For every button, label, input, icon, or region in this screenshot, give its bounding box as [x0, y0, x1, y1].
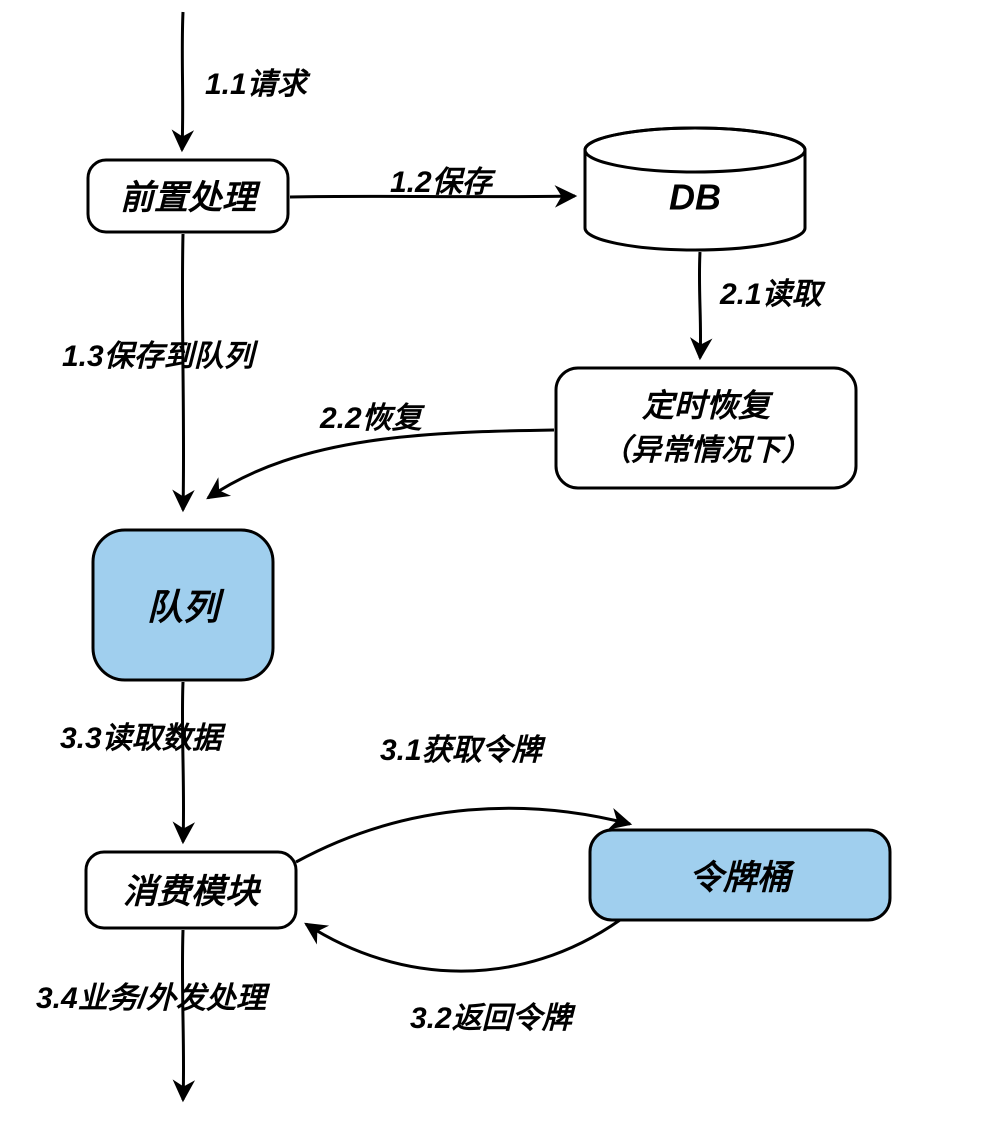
node-recover-label-1: 定时恢复: [641, 387, 774, 423]
edge-1-1-label: 1.1请求: [205, 68, 311, 101]
edge-3-1-label: 3.1获取令牌: [380, 734, 547, 767]
edge-3-1-get-token: 3.1获取令牌: [296, 734, 630, 862]
edge-2-2-label: 2.2恢复: [319, 402, 426, 435]
edge-3-2-return-token: 3.2返回令牌: [306, 920, 620, 1035]
node-queue-label: 队列: [147, 587, 225, 628]
edge-1-2-label: 1.2保存: [390, 166, 497, 199]
edge-3-2-label: 3.2返回令牌: [410, 1002, 577, 1035]
node-queue: 队列: [93, 530, 273, 680]
edge-3-3-label: 3.3读取数据: [60, 722, 227, 755]
node-recover: 定时恢复 （异常情况下）: [556, 368, 856, 488]
edge-1-3-label: 1.3保存到队列: [62, 340, 259, 373]
node-db: DB: [585, 128, 805, 250]
node-consumer: 消费模块: [86, 852, 296, 928]
edge-3-4-label: 3.4业务/外发处理: [36, 982, 271, 1015]
node-recover-label-2: （异常情况下）: [601, 433, 811, 467]
edge-1-3-save-to-queue: 1.3保存到队列: [62, 234, 259, 510]
node-preprocess-label: 前置处理: [120, 179, 261, 217]
node-token-bucket-label: 令牌桶: [689, 859, 796, 897]
edge-2-2-recover: 2.2恢复: [208, 402, 554, 498]
node-consumer-label: 消费模块: [123, 873, 262, 911]
edge-1-1-request: 1.1请求: [182, 12, 311, 150]
node-token-bucket: 令牌桶: [590, 830, 890, 920]
edge-1-2-save: 1.2保存: [290, 166, 575, 199]
edge-2-1-label: 2.1读取: [719, 278, 826, 311]
edge-3-4-business: 3.4业务/外发处理: [36, 930, 271, 1100]
node-db-label: DB: [669, 177, 721, 218]
edge-2-1-read: 2.1读取: [699, 252, 825, 358]
edge-3-3-read-data: 3.3读取数据: [60, 682, 227, 842]
node-preprocess: 前置处理: [88, 160, 288, 232]
